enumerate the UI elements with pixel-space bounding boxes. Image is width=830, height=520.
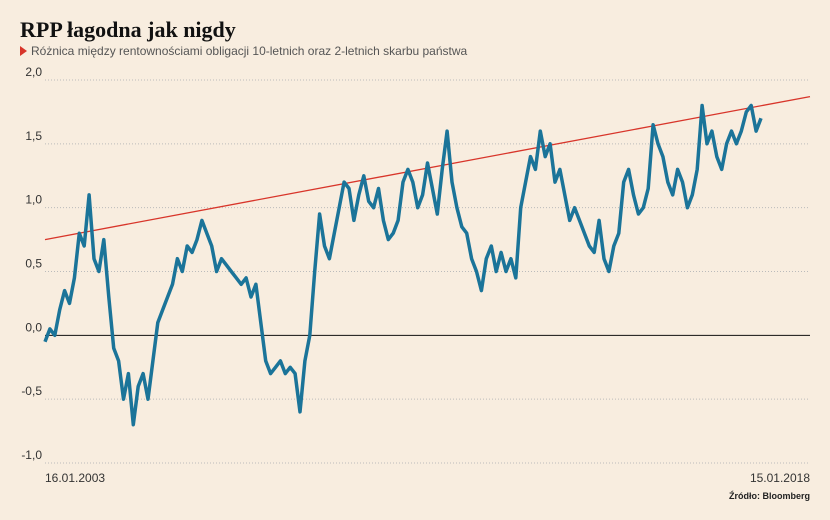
y-tick-label: 1,0 [25,193,42,207]
data-line [43,103,763,427]
y-tick-label: -0,5 [21,384,42,398]
y-tick-label: 0,0 [25,320,42,334]
y-tick-label: 2,0 [25,65,42,79]
x-tick-label: 15.01.2018 [750,471,810,485]
y-tick-label: 1,5 [25,129,42,143]
y-tick-label: -1,0 [21,448,42,462]
chart-title: RPP łagodna jak nigdy [20,17,236,42]
x-tick-label: 16.01.2003 [45,471,105,485]
y-tick-label: 0,5 [25,257,42,271]
chart-subtitle: Różnica między rentownościami obligacji … [31,44,468,58]
subtitle-marker [20,46,27,56]
source: Źródło: Bloomberg [729,491,810,501]
